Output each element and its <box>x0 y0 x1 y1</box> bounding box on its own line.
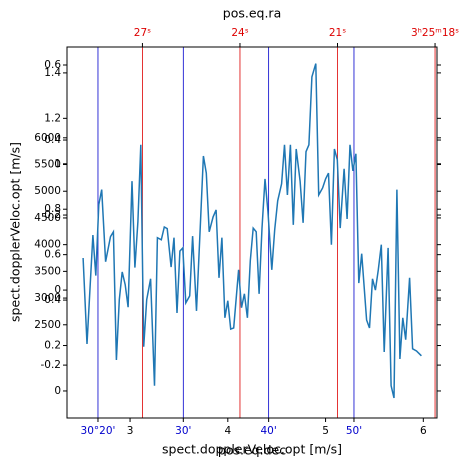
y-tick-label: 0.4 <box>44 134 61 146</box>
y-tick-label: 3000 <box>34 292 61 304</box>
dec_axis-tick-label: 40' <box>261 425 277 437</box>
y-tick-label: 3500 <box>34 265 61 277</box>
x-tick-label: 5 <box>322 425 329 437</box>
x-tick-label: 6 <box>420 425 427 437</box>
ra_axis-tick-label: 27ˢ <box>134 27 151 39</box>
x-axis-label: spect.dopplerVeloc.opt [m/s] <box>162 442 342 457</box>
data-line <box>82 63 422 399</box>
y-tick-label: 2500 <box>34 319 61 331</box>
y-tick-label: 0.2 <box>44 340 61 352</box>
y-tick-label: 0 <box>54 385 61 397</box>
y-tick-label: 5500 <box>34 159 61 171</box>
x-tick-label: 3 <box>127 425 134 437</box>
y-tick-label: 1 <box>54 158 61 170</box>
y-tick-label: 4500 <box>34 212 61 224</box>
y-tick-label: 4000 <box>34 239 61 251</box>
y-tick-label: 0.4 <box>44 294 61 306</box>
y-tick-label: 0 <box>54 284 61 296</box>
y-axis-label: spect.dopplerVeloc.opt [m/s] <box>8 142 23 322</box>
y-tick-label: 5000 <box>34 185 61 197</box>
ra_axis-tick-label: 3ʰ25ᵐ18ˢ <box>411 27 459 39</box>
y-tick-label: 6000 <box>34 132 61 144</box>
y-tick-label: 0.6 <box>44 59 61 71</box>
y-tick-label: 1.4 <box>44 67 61 79</box>
ra_axis-tick-label: 24ˢ <box>231 27 248 39</box>
y-tick-label: 0.8 <box>44 203 61 215</box>
y-tick-label: 0.6 <box>44 249 61 261</box>
x-tick-label: 4 <box>224 425 231 437</box>
y-tick-label: 1.2 <box>44 112 61 124</box>
plot-frame <box>66 46 438 419</box>
ra_axis-tick-label: 21ˢ <box>329 27 346 39</box>
chart-title: pos.eq.ra <box>223 6 281 21</box>
dec_axis-tick-label: 50' <box>346 425 362 437</box>
dec_axis-tick-label: 30°20' <box>81 425 116 437</box>
x-axis-label-dec: pos.eq.dec <box>218 443 286 458</box>
dec_axis-tick-label: 30' <box>175 425 191 437</box>
y-tick-label: -0.2 <box>41 359 62 371</box>
y-tick-label: 0.2 <box>44 209 61 221</box>
